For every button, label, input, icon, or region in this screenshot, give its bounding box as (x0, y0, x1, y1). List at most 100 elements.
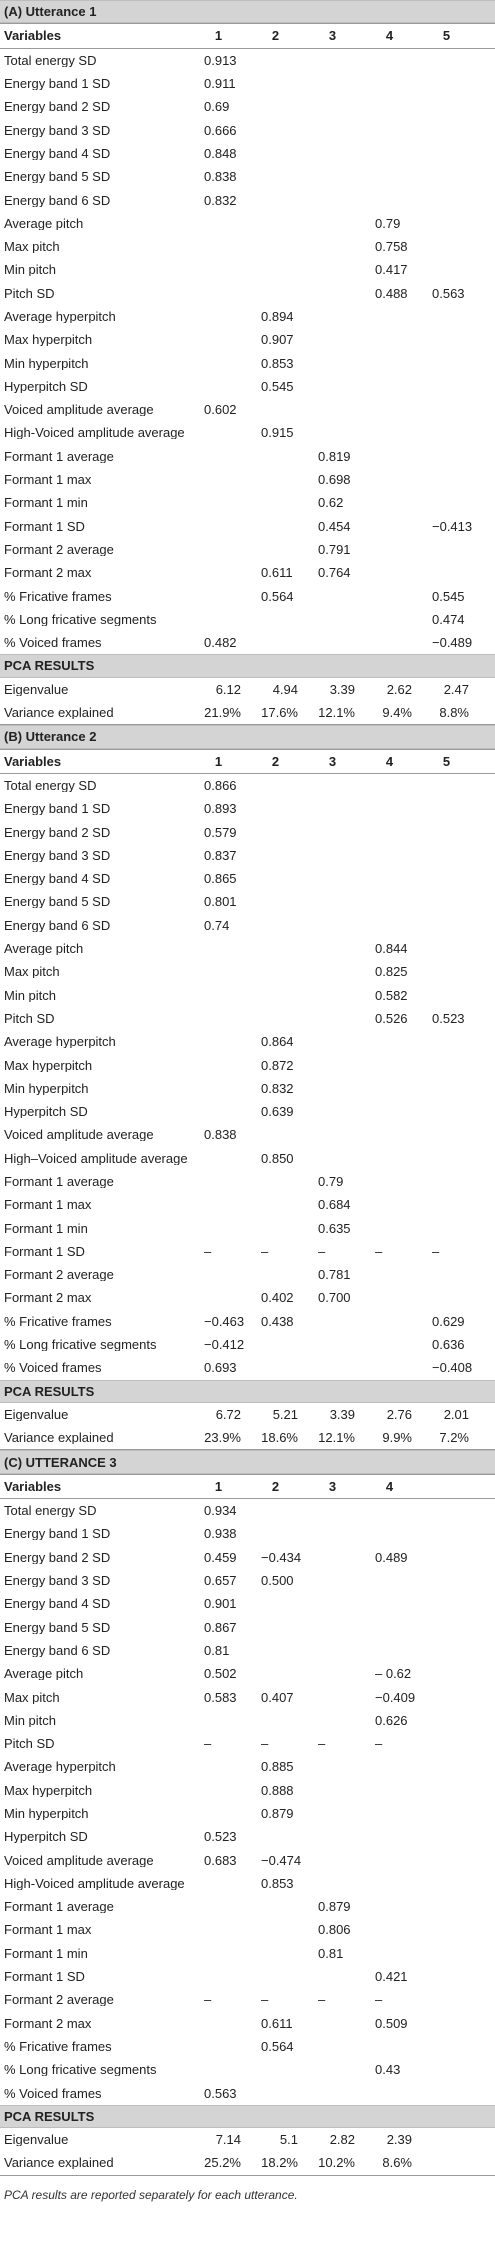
table-row: Energy band 6 SD 0.832 (0, 188, 495, 211)
value-cell: 0.474 (432, 611, 465, 627)
table-row: % Fricative frames 0.564 0.545 (0, 584, 495, 607)
value-cell: 9.9% (382, 1430, 412, 1446)
table-row: Energy band 5 SD 0.801 (0, 890, 495, 913)
variance-explained-row: Variance explained 21.9% 17.6% 12.1% 9.4% 8.8… (0, 701, 495, 726)
table-row: Energy band 3 SD 0.657 0.500 (0, 1569, 495, 1592)
value-cell: 1 (214, 28, 223, 44)
row-label: Hyperpitch SD (4, 1830, 88, 1844)
table-row: % Voiced frames 0.693 −0.408 (0, 1356, 495, 1379)
table-row: Pitch SD 0.526 0.523 (0, 1007, 495, 1030)
value-cell: 0.850 (261, 1150, 294, 1166)
row-label: Formant 1 SD (4, 519, 85, 533)
value-cell: 0.564 (261, 2038, 294, 2054)
table-row: Formant 1 max 0.806 (0, 1918, 495, 1941)
value-cell: 0.911 (204, 76, 236, 92)
row-label: Pitch SD (4, 1011, 55, 1025)
eigenvalue-row: Eigenvalue 6.72 5.21 3.39 2.76 2.01 (0, 1403, 495, 1426)
row-label: Formant 1 average (4, 1174, 114, 1188)
table-row: Min hyperpitch 0.879 (0, 1802, 495, 1825)
value-cell: 0.700 (318, 1290, 351, 1306)
table-row: Formant 1 min 0.635 (0, 1216, 495, 1239)
table-row: Formant 2 average 0.791 (0, 538, 495, 561)
table-row: Energy band 3 SD 0.837 (0, 844, 495, 867)
table-row: Hyperpitch SD 0.523 (0, 1825, 495, 1848)
value-cell: −0.434 (261, 1549, 302, 1565)
value-cell: 4 (385, 1478, 394, 1494)
value-cell: 0.838 (204, 169, 237, 185)
value-cell: 0.454 (318, 518, 351, 534)
table-row: Min hyperpitch 0.853 (0, 351, 495, 374)
table-row: Energy band 6 SD 0.81 (0, 1639, 495, 1662)
value-cell: 0.879 (318, 1899, 351, 1915)
value-cell: 0.853 (261, 1875, 294, 1891)
row-label: Max pitch (4, 240, 60, 254)
value-cell: 0.629 (432, 1313, 465, 1329)
row-label: Energy band 4 SD (4, 146, 111, 160)
value-cell: 0.502 (204, 1666, 237, 1682)
row-label: Energy band 5 SD (4, 1620, 111, 1634)
value-cell: 12.1% (318, 705, 355, 721)
value-cell: 0.488 (375, 285, 408, 301)
row-label: Energy band 2 SD (4, 1550, 111, 1564)
value-cell: 2.82 (329, 2132, 355, 2148)
row-label: Formant 1 max (4, 1923, 92, 1937)
value-cell: 0.698 (318, 472, 351, 488)
value-cell: 0.888 (261, 1782, 294, 1798)
row-label: % Fricative frames (4, 1314, 112, 1328)
table-row: Average pitch 0.844 (0, 937, 495, 960)
table-row: % Voiced frames 0.482 −0.489 (0, 631, 495, 654)
table-row: Max hyperpitch 0.907 (0, 328, 495, 351)
value-cell: 6.12 (215, 681, 241, 697)
table-row: Formant 1 min 0.81 (0, 1942, 495, 1965)
row-label: Average pitch (4, 942, 84, 956)
value-cell: 10.2% (318, 2155, 355, 2171)
table-row: Voiced amplitude average 0.683 −0.474 (0, 1848, 495, 1871)
pca-loadings-table: (A) Utterance 1 Variables 1 2 3 4 5 Total energ… (0, 0, 495, 2202)
row-label: Min pitch (4, 263, 57, 277)
table-row: % Voiced frames 0.563 (0, 2081, 495, 2104)
row-label: Formant 1 SD (4, 1970, 85, 1984)
value-cell: 0.867 (204, 1619, 237, 1635)
value-cell: 0.907 (261, 332, 294, 348)
value-cell: −0.463 (204, 1313, 245, 1329)
value-cell: 4 (385, 28, 394, 44)
value-cell: 0.79 (318, 1173, 344, 1189)
value-cell: 0.837 (204, 847, 237, 863)
value-cell: – (375, 1243, 383, 1259)
value-cell: 0.866 (204, 777, 237, 793)
value-cell: 5 (442, 753, 451, 769)
row-label: Formant 2 max (4, 2016, 92, 2030)
value-cell: 5 (442, 28, 451, 44)
value-cell: 17.6% (261, 705, 298, 721)
value-cell: 0.865 (204, 871, 237, 887)
row-label: Formant 1 min (4, 1221, 88, 1235)
table-row: Total energy SD 0.913 (0, 49, 495, 72)
row-label: Min hyperpitch (4, 1807, 89, 1820)
table-row: Pitch SD – – – – (0, 1732, 495, 1755)
row-label: Energy band 4 SD (4, 872, 111, 886)
value-cell: 8.6% (382, 2155, 412, 2171)
value-cell: 0.545 (432, 588, 465, 604)
table-row: Max pitch 0.758 (0, 235, 495, 258)
value-cell: 0.791 (318, 541, 351, 557)
table-row: % Long fricative segments −0.412 0.636 (0, 1333, 495, 1356)
value-cell: 2.76 (386, 1406, 412, 1422)
pca-results-title: PCA RESULTS (0, 1379, 495, 1403)
value-cell: – (261, 1243, 269, 1259)
row-label: Energy band 3 SD (4, 848, 111, 862)
row-label: Hyperpitch SD (4, 379, 88, 393)
value-cell: 0.417 (375, 262, 408, 278)
table-row: Formant 1 average 0.79 (0, 1170, 495, 1193)
value-cell: 0.693 (204, 1360, 237, 1376)
row-label: Energy band 1 SD (4, 77, 111, 91)
row-label: Variables (4, 1479, 62, 1493)
value-cell: 0.853 (261, 355, 294, 371)
table-row: Average pitch 0.502 – 0.62 (0, 1662, 495, 1685)
value-cell: 0.872 (261, 1057, 294, 1073)
row-label: Variables (4, 29, 62, 43)
table-row: Formant 2 max 0.402 0.700 (0, 1286, 495, 1309)
value-cell: 0.915 (261, 425, 294, 441)
row-label: % Voiced frames (4, 1361, 102, 1375)
table-row: Formant 1 SD 0.421 (0, 1965, 495, 1988)
value-cell: −0.489 (432, 635, 473, 651)
